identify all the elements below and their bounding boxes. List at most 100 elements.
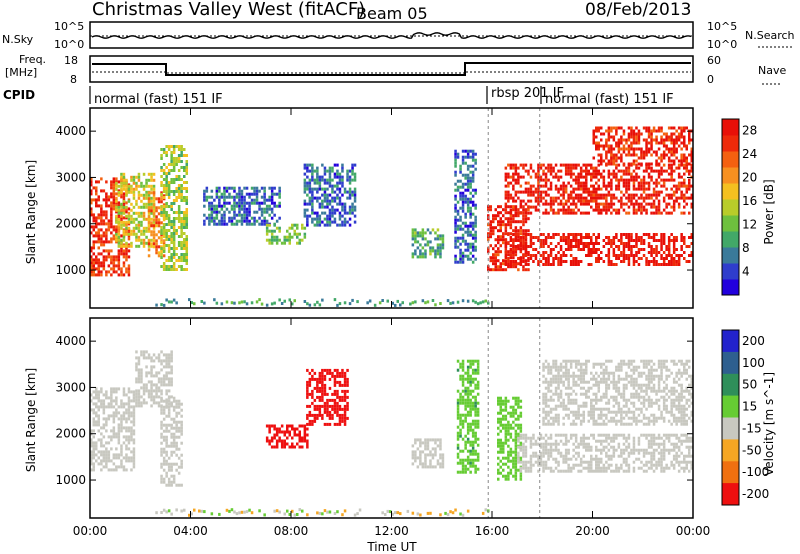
data-cell-region-6 [343, 187, 347, 191]
data-cell-region-8 [534, 451, 538, 455]
data-cell-region-4 [336, 371, 339, 375]
data-cell-region-7 [504, 462, 508, 466]
data-cell-region-5 [434, 447, 437, 451]
data-cell-region-5 [419, 456, 422, 460]
data-cell-region-10 [552, 248, 555, 251]
data-cell-ground [255, 300, 259, 304]
data-cell-region-8 [459, 164, 462, 168]
data-cell-region-3 [172, 145, 176, 148]
data-cell-region-4 [205, 186, 209, 190]
data-cell-region-6 [456, 410, 460, 414]
data-cell-region-6 [471, 446, 475, 450]
data-cell-region-10 [620, 251, 623, 254]
data-cell-region-11 [600, 187, 603, 191]
data-cell-region-12 [615, 144, 618, 148]
data-cell-region-10 [567, 233, 570, 236]
data-cell-region-6 [456, 401, 460, 405]
data-cell-region-4 [318, 407, 322, 411]
data-cell-region-9 [522, 223, 525, 227]
data-cell-region-0 [127, 399, 131, 403]
data-cell-region-12 [622, 138, 626, 142]
data-cell-region-4 [253, 192, 256, 196]
data-cell-region-6 [306, 208, 309, 212]
data-cell-region-6 [474, 434, 477, 438]
data-cell-region-0 [90, 246, 93, 250]
data-cell-ground [225, 300, 229, 304]
data-cell-region-6 [461, 398, 465, 402]
data-cell-region-1 [125, 184, 128, 188]
data-cell-region-0 [115, 255, 118, 259]
data-cell-region-8 [529, 436, 533, 440]
data-cell-region-0 [120, 429, 123, 433]
data-cell-region-2 [162, 477, 166, 481]
data-cell-region-3 [185, 169, 189, 172]
data-cell-region-11 [610, 202, 613, 206]
data-cell-region-6 [464, 434, 467, 438]
data-cell-region-0 [90, 453, 93, 457]
data-cell-region-9 [497, 238, 500, 242]
data-cell-region-6 [313, 169, 317, 173]
data-cell-region-10 [549, 248, 553, 251]
data-cell-region-3 [160, 181, 163, 184]
data-cell-region-0 [102, 231, 106, 235]
data-cell-region-3 [177, 193, 181, 196]
data-cell-region-7 [509, 471, 513, 475]
data-cell-region-1 [157, 395, 161, 399]
data-cell-region-10 [595, 239, 598, 242]
data-cell-region-7 [411, 255, 415, 259]
data-cell-region-0 [90, 225, 93, 229]
data-cell-region-10 [539, 245, 543, 248]
data-cell-region-1 [137, 395, 141, 399]
data-cell-region-11 [507, 163, 510, 167]
data-cell-region-9 [517, 235, 520, 239]
data-cell-region-6 [318, 196, 322, 200]
data-cell-region-0 [125, 420, 128, 424]
data-cell-region-10 [683, 242, 686, 245]
data-cell-region-12 [660, 153, 663, 157]
data-cell-region-7 [431, 228, 435, 232]
data-cell-region-4 [233, 189, 236, 193]
data-cell-region-6 [338, 214, 342, 218]
data-cell-region-11 [597, 178, 601, 182]
data-cell-region-1 [145, 190, 148, 194]
data-cell-region-0 [105, 417, 108, 421]
data-cell-region-4 [341, 416, 344, 420]
data-cell-region-10 [542, 245, 545, 248]
data-cell-region-4 [263, 186, 266, 190]
data-cell-region-0 [100, 261, 103, 265]
data-cell-region-7 [416, 240, 420, 244]
data-cell-region-0 [100, 462, 103, 466]
data-cell-region-10 [685, 245, 689, 248]
data-cell-region-3 [165, 259, 168, 262]
data-cell-region-4 [233, 204, 236, 208]
data-cell-region-11 [562, 211, 565, 215]
data-cell-region-5 [293, 223, 297, 227]
data-cell-region-3 [162, 151, 166, 154]
data-cell-region-10 [549, 251, 553, 254]
data-cell-region-9 [499, 205, 503, 209]
data-cell-region-7 [411, 234, 415, 238]
data-cell-region-3 [185, 268, 189, 271]
data-cell-region-11 [569, 202, 573, 206]
cpid-label: CPID [3, 88, 35, 102]
data-cell-region-0 [105, 258, 108, 262]
data-cell-region-8 [517, 439, 520, 443]
data-cell-region-6 [351, 178, 354, 182]
data-cell-region-6 [326, 205, 329, 209]
data-cell-region-6 [456, 431, 460, 435]
data-cell-region-12 [632, 129, 636, 133]
data-cell-region-12 [647, 135, 651, 139]
data-cell-region-11 [647, 175, 651, 179]
data-cell-region-3 [170, 145, 173, 148]
data-cell-region-10 [569, 260, 573, 263]
data-cell-region-4 [343, 416, 347, 420]
data-cell-region-3 [167, 169, 171, 172]
data-cell-region-10 [574, 245, 578, 248]
data-cell-region-0 [90, 459, 93, 463]
data-cell-region-0 [92, 228, 96, 232]
data-cell-region-9 [514, 226, 518, 230]
data-cell-region-0 [95, 258, 98, 262]
data-cell-region-1 [150, 196, 153, 200]
data-cell-region-6 [466, 359, 470, 363]
data-cell-region-1 [122, 184, 126, 188]
